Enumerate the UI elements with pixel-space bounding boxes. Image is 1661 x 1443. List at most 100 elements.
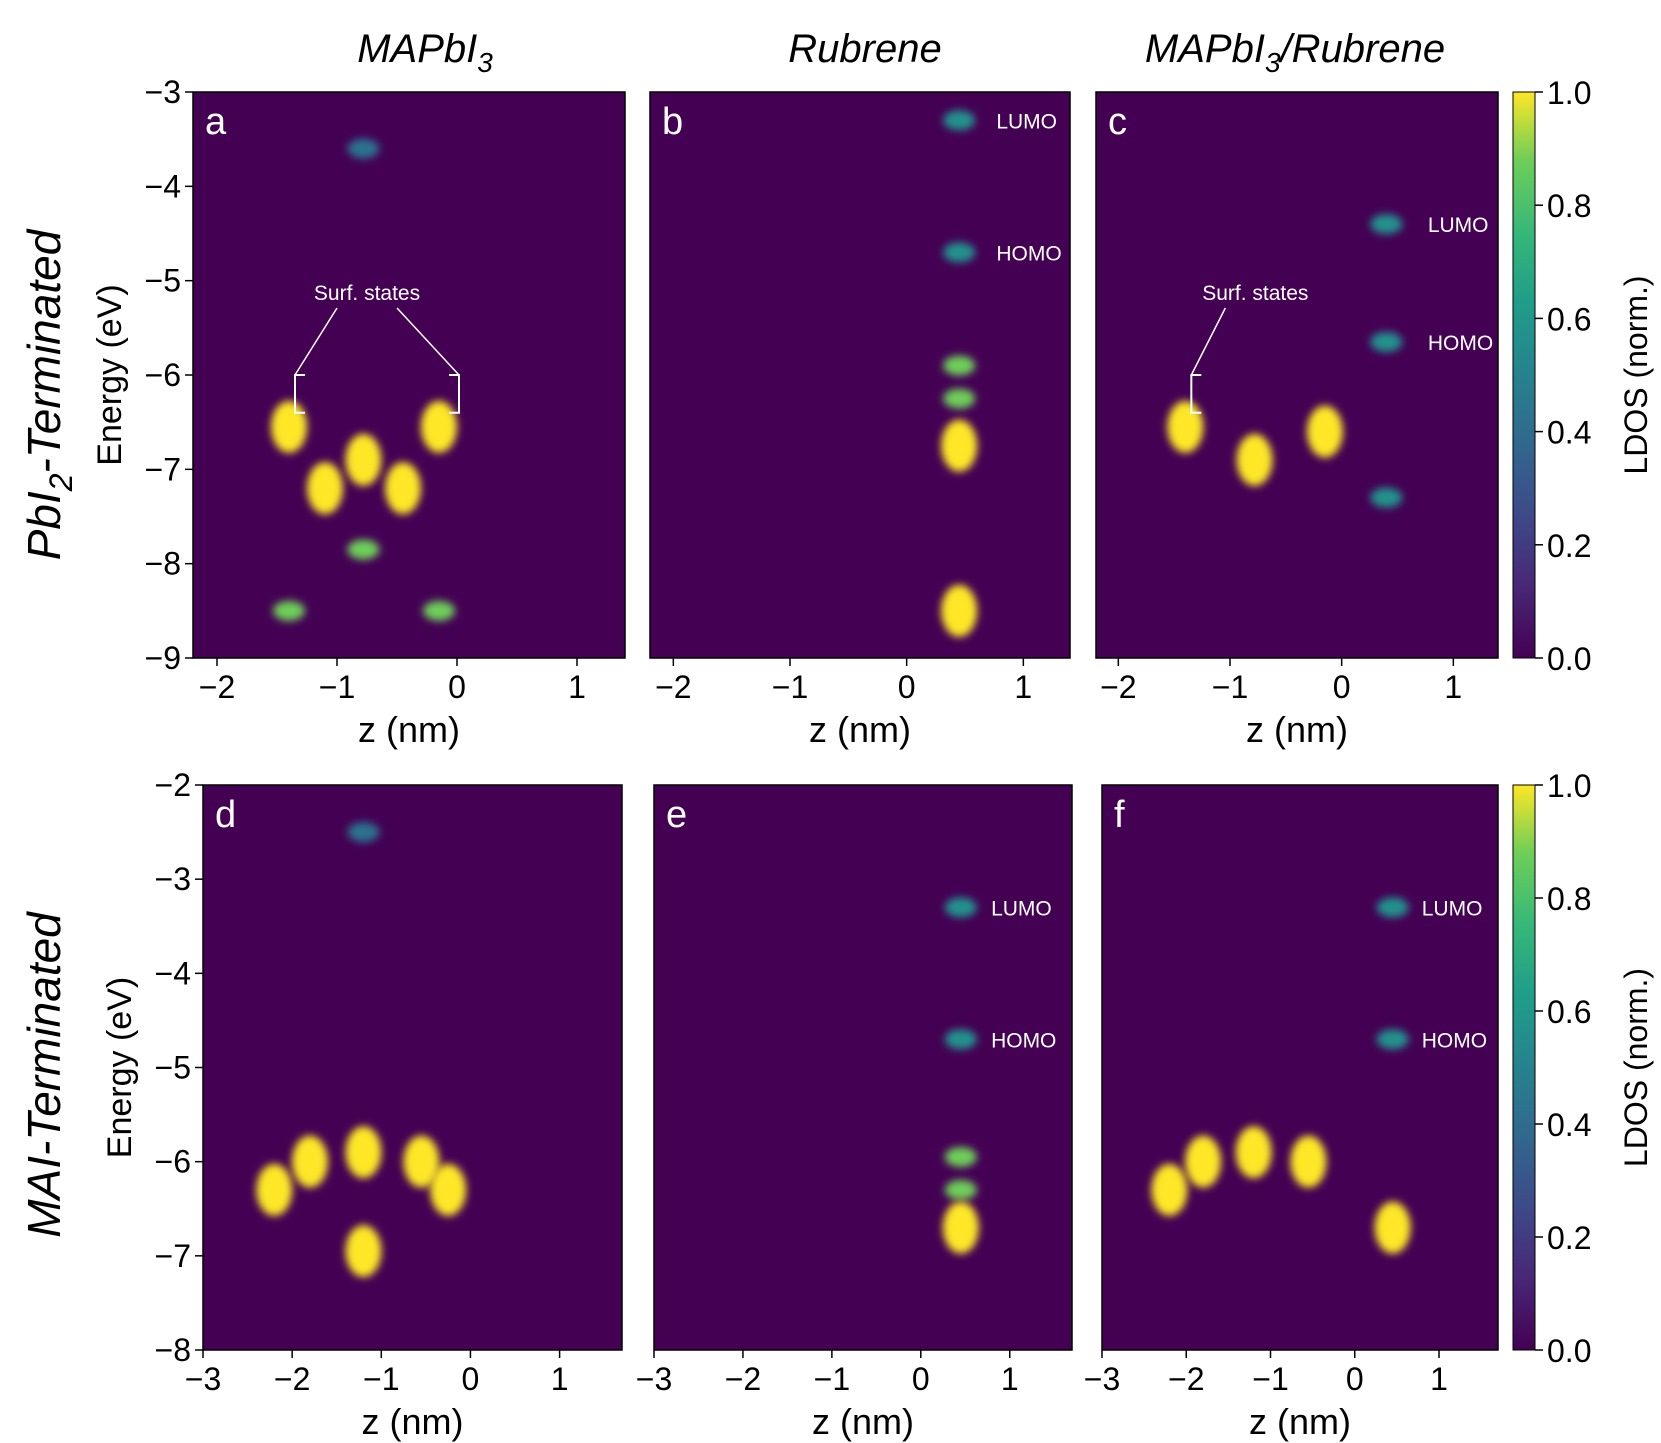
colorbar: 0.0 0.2 0.4 0.6 0.8 1.0 LDOS (norm.)	[1512, 75, 1654, 677]
ldos-feature	[944, 897, 977, 918]
x-axis-label: z (nm)	[1249, 1401, 1351, 1442]
x-tick-label: −2	[199, 669, 235, 705]
colorbar-gradient	[1512, 91, 1536, 659]
ldos-feature	[1370, 331, 1403, 352]
ldos-feature	[1306, 405, 1343, 458]
x-tick-label: −2	[274, 1361, 310, 1397]
heatmap-features	[941, 110, 978, 637]
ldos-feature	[1290, 1135, 1327, 1188]
surf-states-pointer	[1190, 307, 1227, 376]
ldos-feature	[1151, 1163, 1188, 1216]
colorbar: 0.0 0.2 0.4 0.6 0.8 1.0 LDOS (norm.)	[1512, 768, 1654, 1369]
x-tick-label: −3	[1084, 1361, 1120, 1397]
ldos-feature	[944, 1179, 977, 1200]
homo-label: HOMO	[1422, 1029, 1487, 1052]
y-tick-label: −3	[145, 74, 181, 110]
y-tick-label: −4	[145, 168, 181, 204]
y-tick-label: −7	[155, 1238, 191, 1274]
ldos-feature	[1376, 897, 1409, 918]
colorbar-tick-label: 0.2	[1547, 1220, 1591, 1256]
ldos-feature	[345, 433, 382, 486]
ldos-feature	[944, 1029, 977, 1050]
homo-label: HOMO	[996, 242, 1061, 265]
ldos-feature	[1370, 487, 1403, 508]
x-axis-label: z (nm)	[362, 1401, 464, 1442]
y-axis-label: Energy (eV)	[101, 977, 139, 1158]
y-axis-label: Energy (eV)	[91, 284, 129, 465]
surf-states-pointer	[396, 307, 460, 376]
surf-states-bracket	[449, 374, 460, 414]
y-tick-label: −6	[145, 357, 181, 393]
ldos-feature	[256, 1163, 293, 1216]
ldos-feature	[345, 1225, 382, 1278]
ldos-feature	[421, 400, 457, 453]
ldos-feature	[347, 539, 380, 560]
heatmap-features	[256, 822, 467, 1278]
colorbar-tick-label: 1.0	[1547, 768, 1591, 804]
x-tick-label: 1	[551, 1361, 569, 1397]
heatmap-features	[271, 138, 457, 621]
x-tick-label: −1	[814, 1361, 850, 1397]
x-tick-label: 1	[1430, 1361, 1448, 1397]
x-tick-label: −3	[185, 1361, 221, 1397]
heatmap-background	[1096, 92, 1498, 658]
y-tick-label: −4	[155, 955, 191, 991]
colorbar-tick-label: 1.0	[1547, 75, 1591, 111]
heatmap-features	[1167, 214, 1403, 508]
row-label-pbi2-terminated: PbI2-Terminated	[18, 228, 79, 560]
ldos-feature	[347, 822, 380, 843]
x-tick-label: −1	[319, 669, 355, 705]
colorbar-tick-label: 0.8	[1547, 881, 1591, 917]
panel-letter: d	[215, 794, 236, 836]
y-tick-label: −3	[155, 861, 191, 897]
panel-letter: f	[1114, 794, 1125, 836]
panel-letter: c	[1108, 101, 1127, 143]
ldos-feature	[347, 138, 380, 159]
panel-e: −3 −2 −1 0 1 z (nm) e LUMO HOMO	[636, 784, 1073, 1442]
ldos-feature	[1236, 433, 1273, 486]
ldos-feature	[943, 355, 976, 376]
column-title-mapbi3: MAPbI3	[357, 27, 493, 78]
panel-b: −2 −1 0 1 z (nm) b LUMO HOMO	[649, 91, 1071, 750]
panel-d: −3 −2 −1 0 1 z (nm) −2 −3 −4 −5 −6 −7 −8 Energy (eV) d	[101, 767, 623, 1442]
colorbar-label: LDOS (norm.)	[1618, 968, 1654, 1167]
ldos-feature	[943, 242, 976, 263]
x-tick-label: 1	[1444, 669, 1462, 705]
y-tick-label: −2	[155, 767, 191, 803]
x-tick-label: 0	[1346, 1361, 1364, 1397]
ldos-feature	[273, 600, 305, 621]
axes-frame	[649, 91, 1071, 659]
ldos-feature	[942, 1201, 979, 1254]
y-tick-label: −5	[145, 263, 181, 299]
homo-label: HOMO	[991, 1029, 1056, 1052]
axes-frame	[1095, 91, 1499, 659]
axes-frame	[1101, 784, 1499, 1351]
x-tick-label: −2	[655, 669, 691, 705]
ldos-feature	[403, 1135, 440, 1188]
ldos-feature	[271, 400, 307, 453]
row-label-mai-terminated: MAI-Terminated	[18, 911, 70, 1238]
panel-letter: a	[205, 101, 227, 143]
heatmap-background	[650, 92, 1070, 658]
lumo-label: LUMO	[1428, 214, 1489, 237]
ldos-feature	[943, 388, 976, 409]
x-tick-label: 1	[1014, 669, 1032, 705]
lumo-label: LUMO	[996, 110, 1057, 133]
y-tick-label: −5	[155, 1050, 191, 1086]
colorbar-tick-label: 0.4	[1547, 415, 1591, 451]
x-tick-label: 0	[912, 1361, 930, 1397]
ldos-feature	[941, 419, 978, 472]
ldos-feature	[307, 462, 343, 515]
x-axis-label: z (nm)	[358, 709, 460, 750]
y-tick-label: −7	[145, 451, 181, 487]
x-tick-label: 0	[448, 669, 466, 705]
heatmap-features	[942, 897, 979, 1254]
colorbar-gradient	[1512, 784, 1536, 1351]
heatmap-background	[193, 92, 625, 658]
surf-states-label: Surf. states	[314, 282, 420, 305]
x-tick-label: −1	[772, 669, 808, 705]
ldos-feature	[291, 1135, 328, 1188]
ldos-feature	[423, 600, 455, 621]
x-tick-label: −3	[636, 1361, 672, 1397]
